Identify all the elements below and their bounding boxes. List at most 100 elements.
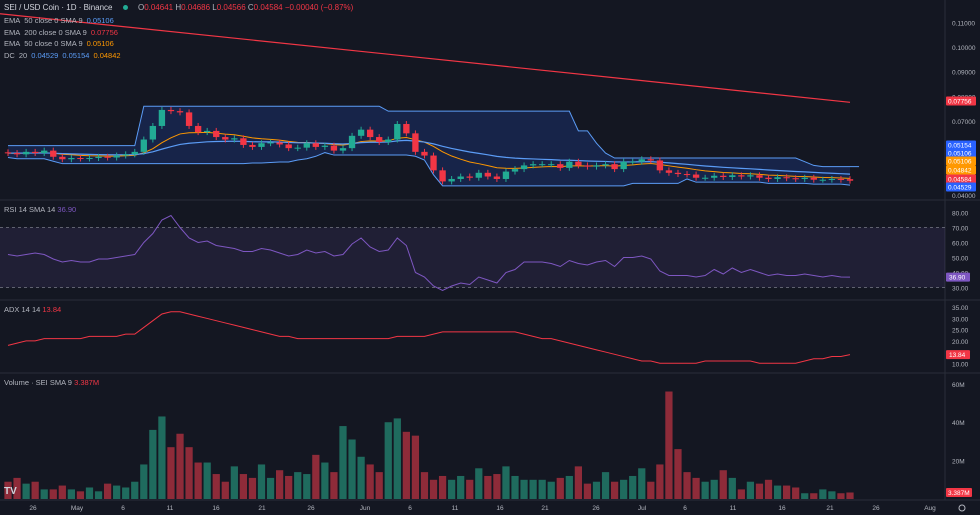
candle-body <box>656 160 664 171</box>
candle-body <box>475 172 482 178</box>
volume-bar <box>85 487 94 499</box>
volume-bar <box>520 479 528 499</box>
time-tick-label: 6 <box>683 505 687 512</box>
volume-bar <box>674 449 682 499</box>
volume-bar <box>212 474 220 499</box>
volume-bar <box>131 481 139 499</box>
volume-bar <box>22 483 30 499</box>
candle-body <box>810 177 817 180</box>
settings-gear-icon[interactable] <box>958 504 966 512</box>
ema-50-legend[interactable]: EMA 50 close 0 SMA 9 0.05106 <box>4 16 114 25</box>
volume-bar <box>683 472 691 499</box>
price-tag-bg <box>946 156 976 166</box>
price-tick-label: 0.11000 <box>952 20 975 27</box>
candle-body <box>366 129 374 138</box>
adx-tick-label: 25.00 <box>952 328 969 335</box>
volume-bar <box>656 464 664 499</box>
adx-tick-label: 30.00 <box>952 316 969 323</box>
high-value: 0.04686 <box>181 3 211 12</box>
candle-body <box>339 148 347 151</box>
candle-body <box>548 164 555 166</box>
candle-body <box>68 158 75 160</box>
volume-legend[interactable]: Volume · SEI SMA 9 3.387M <box>4 378 100 387</box>
volume-bar <box>393 418 401 499</box>
candle-body <box>13 153 21 155</box>
volume-bar <box>339 426 347 499</box>
volume-tag-text: 3.387M <box>948 490 970 497</box>
price-tag-text: 0.05106 <box>948 151 972 158</box>
candle-body <box>683 174 691 176</box>
candle-body <box>194 125 202 133</box>
candle-body <box>620 161 627 170</box>
volume-bar <box>737 489 745 499</box>
change-value: −0.00040 (−0.87%) <box>284 3 354 12</box>
volume-bar <box>357 456 365 499</box>
candle-body <box>285 144 292 149</box>
volume-bar <box>457 475 465 499</box>
candle-body <box>140 139 147 152</box>
price-tick-label: 0.10000 <box>952 45 976 52</box>
candle-body <box>502 171 510 179</box>
tradingview-logo-icon: TV <box>4 486 17 497</box>
candle-body <box>204 130 211 133</box>
candle-body <box>357 129 365 136</box>
ema-200-line <box>0 13 851 103</box>
volume-bar <box>103 483 112 499</box>
price-tag-bg <box>946 174 976 184</box>
candle-body <box>801 177 808 179</box>
candle-body <box>213 130 220 138</box>
volume-bar <box>402 431 410 499</box>
time-tick-label: 21 <box>826 505 834 512</box>
volume-bar <box>140 464 148 499</box>
time-tick-label: 6 <box>408 505 412 512</box>
volume-bar <box>194 462 202 499</box>
time-tick-label: 26 <box>872 505 880 512</box>
candle-body <box>122 154 129 156</box>
donchian-lower-band <box>7 152 851 187</box>
volume-bar <box>710 479 718 499</box>
candle-body <box>104 156 111 158</box>
candle-body <box>312 143 319 147</box>
volume-bar <box>294 472 302 499</box>
price-tick-label: 0.07000 <box>952 119 976 126</box>
close-value: 0.04584 <box>253 3 283 12</box>
volume-bar <box>49 489 57 499</box>
price-tag-text: 0.04529 <box>948 185 972 192</box>
donchian-upper-band <box>8 105 860 168</box>
time-tick-label: 21 <box>541 505 549 512</box>
volume-bar <box>366 464 374 499</box>
dc-legend[interactable]: DC 20 0.04529 0.05154 0.04842 <box>4 50 121 60</box>
candle-body <box>529 164 537 166</box>
candle-body <box>149 125 157 140</box>
volume-bar <box>285 475 293 499</box>
candle-body <box>50 150 57 157</box>
time-tick-label: 11 <box>730 505 737 512</box>
ema-200-legend[interactable]: EMA 200 close 0 SMA 9 0.07756 <box>4 27 118 37</box>
candle-body <box>457 176 464 179</box>
candle-body <box>22 151 30 155</box>
volume-bar <box>58 485 66 499</box>
volume-bar <box>592 481 601 499</box>
ema-orange-line <box>7 131 851 179</box>
rsi-legend[interactable]: RSI 14 SMA 14 36.90 <box>4 205 77 214</box>
volume-tick-label: 20M <box>952 459 965 466</box>
volume-bar <box>448 479 456 499</box>
ema-50-orange-legend[interactable]: EMA 50 close 0 SMA 9 0.05106 <box>4 39 114 48</box>
symbol-title[interactable]: SEI / USD Coin · 1D · Binance <box>4 3 113 12</box>
candle-body <box>638 159 645 162</box>
volume-bar <box>4 481 12 499</box>
candle-body <box>720 175 727 177</box>
candle-body <box>412 133 419 152</box>
candle-body <box>41 150 48 154</box>
price-tag-text: 0.05106 <box>948 159 972 166</box>
rsi-tag-text: 36.90 <box>949 275 966 282</box>
adx-tag-text: 13.84 <box>949 352 966 359</box>
candle-body <box>158 109 166 126</box>
volume-bar <box>158 416 166 499</box>
volume-bar <box>783 485 791 499</box>
price-tag-bg <box>946 182 976 192</box>
rsi-tick-label: 80.00 <box>952 211 969 218</box>
adx-legend[interactable]: ADX 14 14 13.84 <box>4 305 62 314</box>
volume-bar <box>764 479 773 499</box>
